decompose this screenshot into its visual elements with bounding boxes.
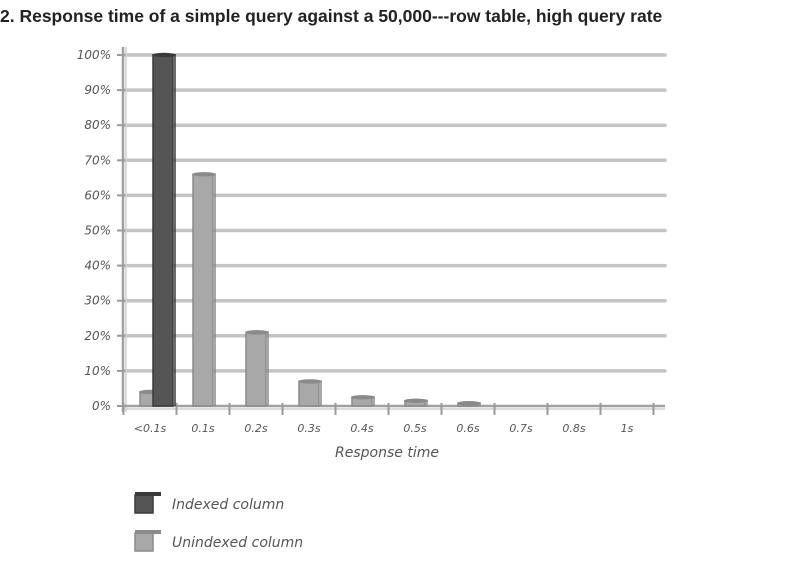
bar-top <box>192 172 216 177</box>
legend-label: Unindexed column <box>172 535 303 551</box>
y-tick-label: 20% <box>84 329 111 343</box>
bar-top <box>457 400 481 406</box>
x-tick-label: 0.8s <box>562 422 585 435</box>
bars <box>139 52 481 407</box>
legend-swatch-top <box>135 530 161 534</box>
x-tick-label: 0.5s <box>403 422 426 435</box>
y-tick-label: 90% <box>84 83 111 97</box>
bar <box>245 331 267 407</box>
legend-swatch <box>134 494 154 514</box>
gridlines <box>121 53 667 373</box>
y-tick-label: 100% <box>77 48 111 62</box>
y-tick-label: 70% <box>84 153 111 167</box>
y-tick-label: 40% <box>84 259 111 273</box>
x-tick-label: 0.3s <box>297 422 320 435</box>
x-tick-label: 0.4s <box>350 422 373 435</box>
bar <box>298 380 320 407</box>
bar-top <box>404 398 428 403</box>
x-tick-label: <0.1s <box>134 422 167 435</box>
bar-top <box>152 52 176 58</box>
x-tick-labels: <0.1s 0.1s 0.2s 0.3s 0.4s 0.5s 0.6s 0.7s 0.8s 1s <box>134 422 634 435</box>
bar <box>152 54 174 407</box>
legend: Indexed column Unindexed column <box>134 492 303 552</box>
y-tick-labels: 0% 10% 20% 30% 40% 50% 60% 70% 80% 90% 100% <box>77 48 111 413</box>
x-tick-label: 0.2s <box>244 422 267 435</box>
bar-top <box>298 379 322 384</box>
legend-label: Indexed column <box>172 497 284 513</box>
x-tick-label: 0.7s <box>509 422 532 435</box>
y-tick-label: 10% <box>84 364 111 378</box>
bar-top <box>351 395 375 400</box>
y-tick-label: 60% <box>84 188 111 202</box>
bar-top <box>245 330 269 335</box>
x-tick-label: 0.1s <box>191 422 214 435</box>
x-tick-label: 1s <box>621 422 634 435</box>
y-tick-label: 30% <box>84 294 111 308</box>
y-tick-label: 50% <box>84 224 111 238</box>
legend-swatch <box>134 532 154 552</box>
y-tick-label: 80% <box>84 118 111 132</box>
chart-title: 2. Response time of a simple query again… <box>0 6 663 26</box>
legend-swatch-top <box>135 492 161 496</box>
y-tick-label: 0% <box>92 399 111 413</box>
x-tick-label: 0.6s <box>456 422 479 435</box>
x-axis-title: Response time <box>335 445 439 461</box>
bar <box>192 173 214 407</box>
